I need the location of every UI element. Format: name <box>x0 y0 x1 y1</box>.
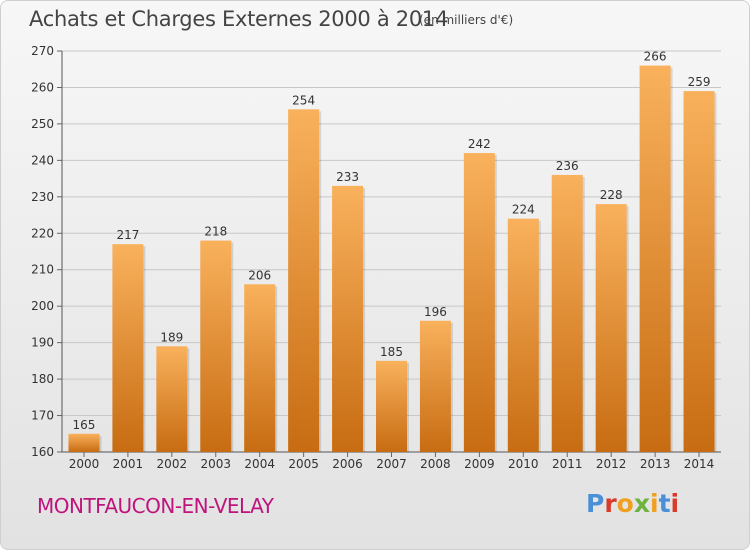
x-tick-label: 2014 <box>684 457 715 471</box>
data-label: 233 <box>336 170 359 184</box>
y-tick-label: 230 <box>31 190 54 204</box>
data-label: 196 <box>424 305 447 319</box>
place-name: MONTFAUCON-EN-VELAY <box>37 494 274 518</box>
y-tick-label: 250 <box>31 117 54 131</box>
y-tick-label: 190 <box>31 336 54 350</box>
logo-letter: t <box>658 489 671 518</box>
x-tick-label: 2007 <box>376 457 407 471</box>
y-tick-label: 240 <box>31 153 54 167</box>
bar-2008 <box>419 320 451 452</box>
data-label: 236 <box>556 159 579 173</box>
chart-title: Achats et Charges Externes 2000 à 2014 <box>29 7 449 31</box>
x-tick-label: 2003 <box>200 457 231 471</box>
x-tick-label: 2002 <box>157 457 188 471</box>
data-label: 165 <box>73 418 96 432</box>
data-label: 206 <box>248 268 271 282</box>
bar-2007 <box>376 360 407 452</box>
y-tick-label: 200 <box>31 299 54 313</box>
x-tick-label: 2008 <box>420 457 451 471</box>
y-tick-label: 260 <box>31 80 54 94</box>
y-tick-label: 170 <box>31 409 54 423</box>
bar-2002 <box>156 346 188 452</box>
data-label: 259 <box>688 75 711 89</box>
x-tick-label: 2001 <box>113 457 144 471</box>
data-label: 189 <box>160 330 183 344</box>
y-tick-label: 180 <box>31 372 54 386</box>
bar-2000 <box>68 433 100 452</box>
logo-letter: x <box>633 489 650 518</box>
data-label: 242 <box>468 137 491 151</box>
data-label: 254 <box>292 93 315 107</box>
bar-2004 <box>244 284 276 452</box>
x-tick-label: 2013 <box>640 457 671 471</box>
bar-2003 <box>200 240 232 452</box>
bar-2013 <box>639 65 671 452</box>
data-label: 217 <box>116 228 139 242</box>
bar-2011 <box>551 174 583 453</box>
x-tick-label: 2000 <box>69 457 100 471</box>
proxiti-logo: Proxiti <box>586 489 679 518</box>
logo-letter: P <box>586 489 605 518</box>
bar-2012 <box>595 204 627 452</box>
bar-2001 <box>112 244 144 452</box>
y-tick-label: 220 <box>31 226 54 240</box>
logo-letter: i <box>650 489 659 518</box>
logo-letter: i <box>670 489 680 518</box>
bar-2006 <box>332 185 364 452</box>
data-label: 224 <box>512 203 535 217</box>
x-tick-label: 2009 <box>464 457 495 471</box>
bar-2010 <box>507 218 539 452</box>
bar-2014 <box>683 91 715 452</box>
data-label: 266 <box>644 50 667 64</box>
data-label: 228 <box>600 188 623 202</box>
bar-2005 <box>288 109 320 452</box>
data-label: 185 <box>380 345 403 359</box>
x-tick-label: 2006 <box>332 457 363 471</box>
x-tick-label: 2004 <box>244 457 275 471</box>
y-tick-label: 160 <box>31 445 54 459</box>
logo-letter: o <box>616 489 634 518</box>
x-tick-label: 2011 <box>552 457 583 471</box>
y-tick-label: 210 <box>31 263 54 277</box>
x-tick-label: 2005 <box>288 457 319 471</box>
chart-subtitle: (en milliers d'€) <box>419 13 514 27</box>
y-tick-label: 270 <box>31 44 54 58</box>
bar-2009 <box>463 153 495 452</box>
logo-letter: r <box>604 489 617 518</box>
x-tick-label: 2012 <box>596 457 627 471</box>
x-tick-label: 2010 <box>508 457 539 471</box>
data-label: 218 <box>204 225 227 239</box>
